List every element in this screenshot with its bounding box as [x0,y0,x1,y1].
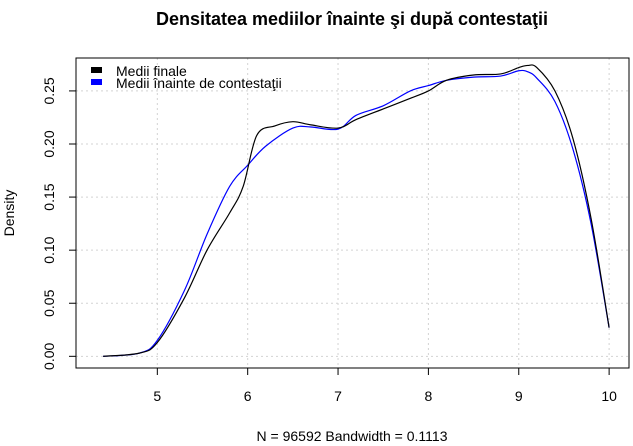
series-line-medii-inainte-de-contestatii [103,69,610,357]
y-axis-label: Density [1,190,17,237]
x-axis: 5 6 7 8 9 10 [153,368,617,404]
plot-frame [75,57,630,369]
y-tick-label: 0.20 [41,130,57,157]
x-tick-label: 10 [601,388,617,404]
x-tick-label: 7 [334,388,342,404]
y-tick-label: 0.25 [41,77,57,104]
legend-swatch [91,79,102,85]
x-tick-label: 9 [515,388,523,404]
chart-title: Densitatea mediilor înainte şi după cont… [156,9,548,29]
x-tick-label: 5 [153,388,161,404]
legend-label: Medii înainte de contestaţii [116,75,282,91]
y-tick-label: 0.15 [41,183,57,210]
x-tick-label: 6 [244,388,252,404]
x-tick-label: 8 [425,388,433,404]
grid-lines [76,58,629,368]
y-tick-label: 0.10 [41,236,57,263]
y-tick-label: 0.05 [41,289,57,316]
x-axis-label: N = 96592 Bandwidth = 0.1113 [257,428,448,444]
y-tick-label: 0.00 [41,342,57,369]
legend-swatch [91,67,102,73]
legend-label: Medii finale [116,63,187,79]
y-axis: 0.00 0.05 0.10 0.15 0.20 0.25 [41,77,76,370]
series-line-medii-finale [103,64,610,357]
series-layer [103,64,610,357]
